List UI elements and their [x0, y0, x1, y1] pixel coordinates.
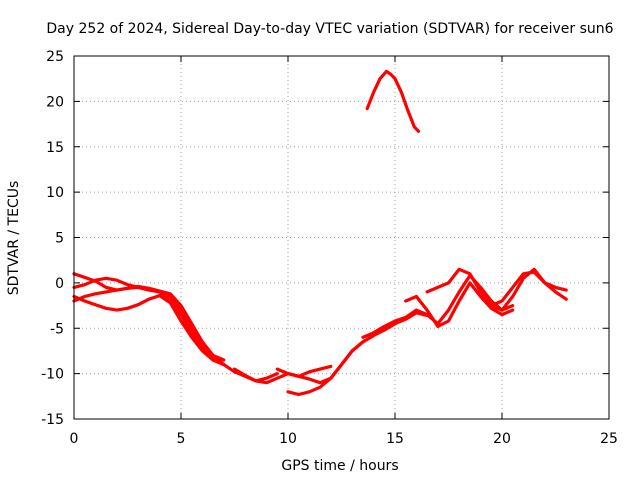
axis-ticks: 0 5 10 15 20 25 -15 -10 -5 0 5 10 15 20 25	[41, 49, 618, 447]
series-line-track-6	[286, 311, 429, 397]
y-tick-label: 15	[46, 140, 64, 156]
y-tick-label: 20	[46, 94, 64, 110]
series-line-track-3	[72, 294, 215, 362]
x-tick-label: 20	[493, 431, 511, 447]
y-tick-label: -5	[50, 321, 64, 337]
data-series	[72, 69, 568, 397]
series-line-track-7	[275, 364, 333, 378]
series-line-track-1	[72, 272, 279, 383]
series-line-track-11	[489, 270, 568, 308]
series-line-track-12	[365, 69, 421, 133]
x-axis-label: GPS time / hours	[281, 458, 398, 474]
x-tick-label: 5	[177, 431, 186, 447]
y-tick-label: -10	[41, 367, 64, 383]
x-tick-label: 15	[386, 431, 404, 447]
y-tick-label: 0	[55, 276, 64, 292]
x-tick-label: 25	[600, 431, 618, 447]
y-tick-label: 25	[46, 49, 64, 65]
y-tick-label: 5	[55, 231, 64, 247]
y-axis-label: SDTVAR / TECUs	[6, 181, 22, 296]
chart-title: Day 252 of 2024, Sidereal Day-to-day VTE…	[46, 21, 613, 37]
series-line-track-4	[72, 285, 226, 362]
x-tick-label: 10	[279, 431, 297, 447]
y-tick-label: 10	[46, 185, 64, 201]
x-tick-label: 0	[70, 431, 79, 447]
series-line-track-9	[404, 281, 515, 328]
grid	[74, 56, 609, 419]
y-tick-label: -15	[41, 412, 64, 428]
